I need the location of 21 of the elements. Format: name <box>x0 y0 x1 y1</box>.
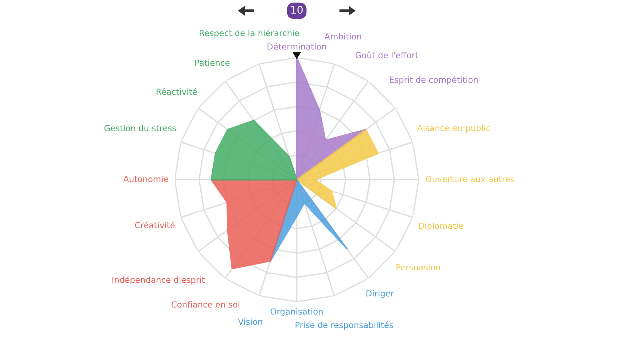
spoke-label: Patience <box>196 60 230 66</box>
spoke-label: Vision <box>238 318 262 326</box>
spoke-label: Gestion du stress <box>104 125 176 132</box>
spoke-label: Créativité <box>135 222 175 229</box>
text: 10 <box>292 6 303 14</box>
spoke-label: Prise de responsabilités <box>296 322 394 330</box>
spoke-label: Détermination <box>268 43 326 50</box>
spoke-label: Confiance en soi <box>172 301 240 308</box>
spoke-label: Esprit de compétition <box>390 76 478 85</box>
spoke-label: Ambition <box>324 33 362 40</box>
spoke-label: Organisation <box>270 308 323 317</box>
spoke-label: Diplomatie <box>419 222 464 231</box>
spoke-label: Indépendance d'esprit <box>112 276 205 285</box>
spoke-label: Autonomie <box>124 176 168 182</box>
spoke-label: Réactivité <box>156 88 198 96</box>
spoke-label: Ouverture aux autres <box>426 176 514 182</box>
spoke-label: Diriger <box>366 290 394 298</box>
spoke-label: Respect de la hiérarchie <box>200 30 300 38</box>
spoke-label: Persuasion <box>396 264 440 271</box>
spoke-label: Goût de l'effort <box>356 52 418 59</box>
spoke-label: Aisance en public <box>418 124 490 133</box>
